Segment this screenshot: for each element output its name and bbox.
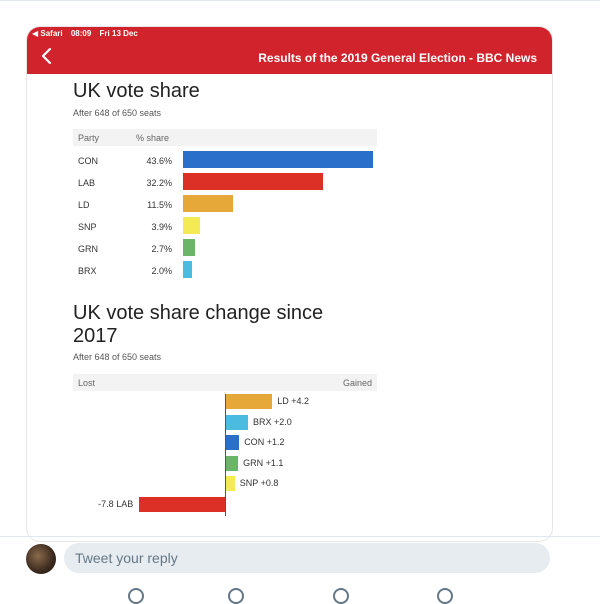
action-icons <box>0 586 600 604</box>
change-bar <box>226 414 248 430</box>
party-label: GRN <box>78 244 98 254</box>
gained-label: Gained <box>342 378 372 388</box>
share-bar <box>183 173 324 190</box>
col-share: % share <box>136 133 170 143</box>
share-bar <box>183 151 373 168</box>
safari-header: ◀ Safari 08:09 Fri 13 Dec Results of the… <box>27 27 552 74</box>
party-label: SNP <box>78 222 97 232</box>
status-date: Fri 13 Dec <box>99 29 138 38</box>
change-party: CON <box>244 437 265 447</box>
vote-share-subtitle: After 648 of 650 seats <box>73 108 162 118</box>
party-label: LAB <box>78 178 96 188</box>
change-axis-header: Lost Gained <box>73 374 377 391</box>
vote-share-row: SNP 3.9% <box>73 217 377 239</box>
share-value: 2.7% <box>151 244 172 254</box>
change-label: CON +1.2 <box>244 437 284 447</box>
share-value: 32.2% <box>146 178 172 188</box>
change-label: SNP +0.8 <box>240 478 279 488</box>
share-bar <box>183 239 195 256</box>
change-chart: LD +4.2 BRX +2.0 CON +1.2 GRN +1.1 SNP +0.8-… <box>73 394 377 541</box>
share-bar <box>183 261 192 278</box>
change-value: +1.1 <box>265 457 284 468</box>
change-party: SNP <box>239 478 259 488</box>
change-heading-line2: 2017 <box>73 325 118 347</box>
change-bar <box>139 497 225 512</box>
share-bar <box>183 195 234 212</box>
reply-icon[interactable] <box>128 588 144 604</box>
reply-bar: Tweet your reply <box>0 536 600 604</box>
change-label: GRN +1.1 <box>243 458 283 468</box>
share-bar <box>183 217 200 234</box>
lost-label: Lost <box>78 378 96 388</box>
vote-share-heading: UK vote share <box>73 80 200 102</box>
avatar[interactable] <box>26 544 56 574</box>
vote-share-row: LD 11.5% <box>73 195 377 217</box>
change-value: +4.2 <box>291 396 309 406</box>
back-to-safari[interactable]: ◀ Safari <box>32 29 63 38</box>
change-bar <box>226 394 273 409</box>
change-party: GRN <box>243 457 264 468</box>
retweet-icon[interactable] <box>228 588 244 604</box>
vote-share-table-header: Party % share <box>73 129 377 146</box>
change-label: -7.8 LAB <box>98 499 133 509</box>
share-value: 11.5% <box>147 200 172 210</box>
zero-axis <box>225 394 226 516</box>
change-value: +2.0 <box>274 416 292 427</box>
party-label: LD <box>78 200 90 210</box>
status-time: 08:09 <box>70 29 92 38</box>
share-icon[interactable] <box>437 588 453 604</box>
col-party: Party <box>78 133 100 143</box>
page-title: Results of the 2019 General Election - B… <box>258 51 537 65</box>
top-divider <box>0 0 600 1</box>
party-label: BRX <box>78 266 97 276</box>
change-value: +1.2 <box>266 437 285 447</box>
chevron-left-icon[interactable] <box>37 46 57 66</box>
status-bar: ◀ Safari 08:09 Fri 13 Dec <box>32 29 144 38</box>
change-party: LAB <box>116 499 134 509</box>
change-bar <box>226 455 239 471</box>
change-label: LD +4.2 <box>277 396 309 406</box>
screenshot-card[interactable]: ◀ Safari 08:09 Fri 13 Dec Results of the… <box>26 26 553 542</box>
share-value: 43.6% <box>146 156 172 166</box>
change-subtitle: After 648 of 650 seats <box>73 352 162 362</box>
vote-share-row: GRN 2.7% <box>73 239 377 261</box>
change-value: -7.8 <box>98 499 114 509</box>
like-icon[interactable] <box>333 588 349 604</box>
reply-input[interactable]: Tweet your reply <box>64 543 550 573</box>
vote-share-row: CON 43.6% <box>73 151 377 173</box>
reply-divider <box>0 536 600 537</box>
vote-share-row: LAB 32.2% <box>73 173 377 195</box>
change-bar <box>226 476 235 491</box>
change-heading-line1: UK vote share change since <box>73 302 324 324</box>
change-value: +0.8 <box>260 478 279 488</box>
share-value: 3.9% <box>151 222 172 232</box>
change-bar <box>226 435 240 450</box>
share-value: 2.0% <box>151 266 172 276</box>
change-party: LD <box>277 396 289 406</box>
vote-share-row: BRX 2.0% <box>73 261 377 283</box>
change-label: BRX +2.0 <box>253 417 292 427</box>
change-party: BRX <box>253 416 272 427</box>
party-label: CON <box>78 156 98 166</box>
